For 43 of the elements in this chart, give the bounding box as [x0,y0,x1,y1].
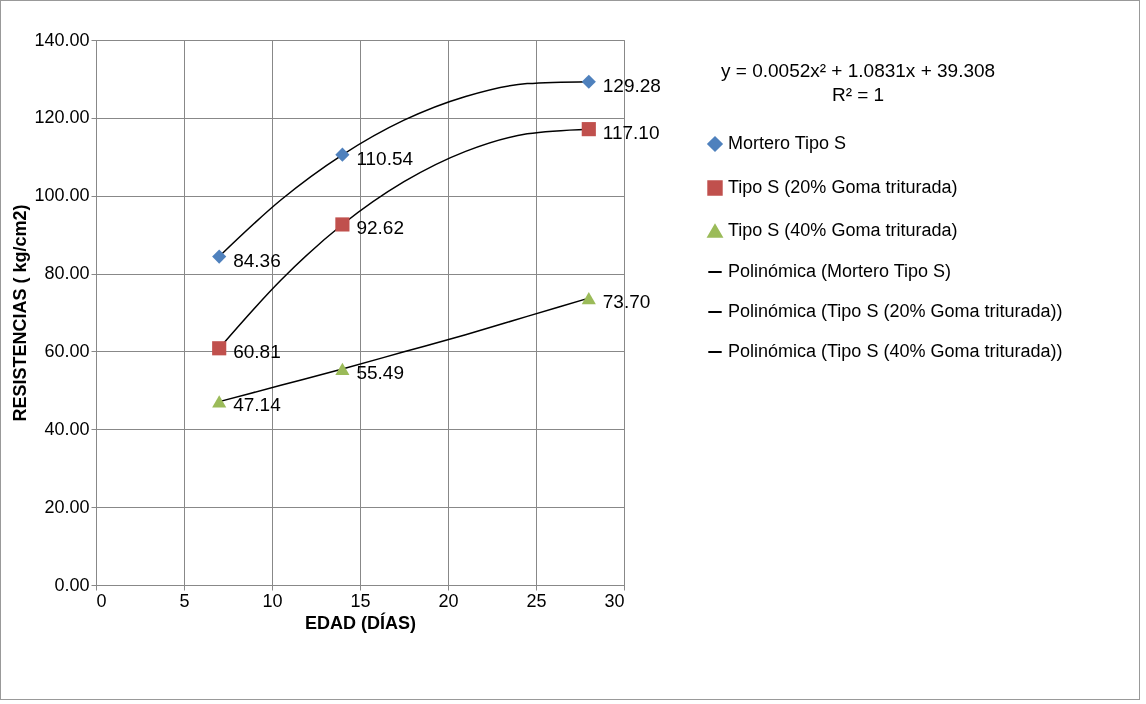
y-tick-label: 100.00 [34,185,90,206]
point [581,74,596,89]
y-tick-label: 60.00 [44,340,90,361]
x-tick-label: 15 [350,590,371,611]
legend-label: Tipo S (40% Goma triturada) [728,220,958,240]
point [335,147,350,162]
y-tick-label: 140.00 [34,29,90,50]
data-label: 117.10 [602,122,660,144]
point [212,249,227,264]
data-label: 84.36 [233,249,281,271]
legend-label: Polinómica (Mortero Tipo S) [728,261,952,281]
legend-label: Polinómica (Tipo S (20% Goma triturada)) [728,301,1063,321]
legend-label: Polinómica (Tipo S (40% Goma triturada)) [728,341,1063,361]
x-axis-title: EDAD (DÍAS) [305,611,416,633]
data-label: 60.81 [233,341,281,363]
x-tick-label: 5 [179,590,190,611]
x-tick-label: 20 [438,590,459,611]
point [581,291,596,305]
x-tick-label: 30 [604,590,625,611]
y-tick-label: 80.00 [44,263,90,284]
legend-label: Mortero Tipo S [728,133,847,153]
y-tick-label: 40.00 [44,418,90,439]
data-label: 55.49 [356,361,404,383]
y-tick-label: 20.00 [44,496,90,517]
y-tick-label: 0.00 [54,574,90,595]
data-label: 110.54 [356,147,414,169]
y-axis-title: RESISTENCIAS ( kg/cm2) [10,204,31,422]
point [212,341,227,356]
data-label: 47.14 [233,394,282,416]
data-label: 92.62 [356,217,404,239]
x-tick-label: 25 [526,590,547,611]
point [335,362,350,376]
point [212,395,227,408]
data-label: 73.70 [602,291,651,313]
text: R² = 1 [830,83,886,107]
legend-label: Tipo S (20% Goma triturada) [728,177,958,197]
x-tick-label: 0 [96,590,107,611]
text: y = 0.0052x² + 1.0831x + 39.308 [721,59,996,83]
point [335,217,350,232]
x-tick-label: 10 [262,590,283,611]
data-label: 129.28 [602,74,661,96]
point [581,122,596,137]
y-tick-label: 120.00 [34,107,90,128]
